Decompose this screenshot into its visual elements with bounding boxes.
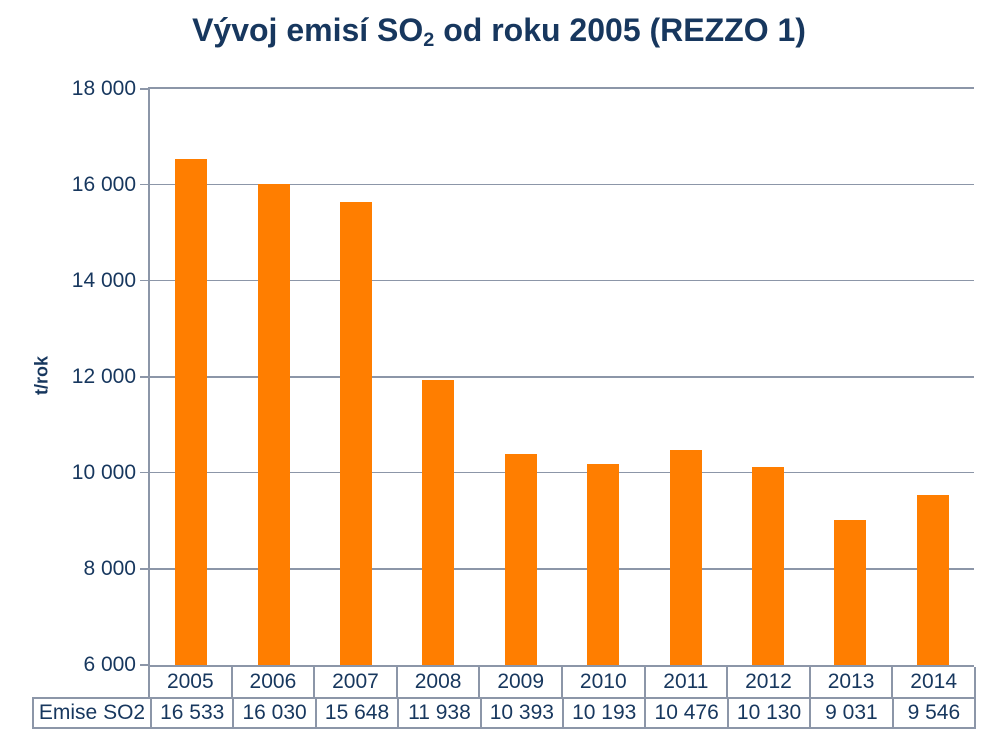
- value-cell: 10 393: [482, 699, 565, 727]
- bar: [752, 466, 784, 665]
- category-label-cell: 2005: [150, 667, 233, 697]
- y-axis-tick: [140, 568, 148, 570]
- value-cells: 16 533 16 030 15 648 11 938 10 393 10 193 10 4…: [152, 699, 974, 727]
- y-tick-label: 8 000: [83, 557, 136, 580]
- category-label-cell: 2006: [233, 667, 316, 697]
- category-label-cell: 2007: [315, 667, 398, 697]
- y-axis-tick: [140, 376, 148, 378]
- y-tick-label: 10 000: [71, 460, 136, 484]
- category-label-cell: 2011: [646, 667, 729, 697]
- bar-series: [150, 89, 974, 665]
- bar: [587, 463, 620, 665]
- category-label-cell: 2012: [728, 667, 811, 697]
- category-label-cell: 2008: [398, 667, 481, 697]
- value-cell: 16 030: [234, 699, 317, 727]
- y-axis-labels: 18 000 16 000 14 000 12 000 10 000 8 000 6 000: [0, 77, 136, 676]
- gridline: [150, 471, 974, 474]
- x-axis-category-row: 2005 2006 2007 2008 2009 2010 2011 2012 2013 2014: [148, 667, 976, 697]
- bar: [916, 494, 949, 665]
- value-cell: 11 938: [399, 699, 482, 727]
- bar: [504, 454, 537, 665]
- gridlines: [140, 88, 974, 666]
- chart-title: Vývoj emisí SO2 od roku 2005 (REZZO 1): [0, 12, 998, 51]
- bar: [669, 450, 702, 665]
- chart-title-subscript: 2: [423, 28, 435, 51]
- value-cell: 9 546: [907, 701, 961, 724]
- bar: [257, 183, 290, 665]
- y-axis-tick: [140, 471, 148, 474]
- value-cell: 16 533: [152, 699, 235, 727]
- category-label-cell: 2009: [480, 667, 563, 697]
- bar: [834, 519, 867, 665]
- value-cell: 10 130: [729, 699, 812, 727]
- bar: [422, 379, 455, 665]
- y-tick-label: 12 000: [71, 365, 136, 388]
- series-label-cell: Emise SO2: [34, 699, 152, 727]
- bar: [175, 159, 208, 665]
- value-cell: 15 648: [317, 699, 400, 727]
- bar: [340, 201, 372, 665]
- chart-title-suffix: od roku 2005 (REZZO 1): [434, 12, 806, 48]
- y-axis-tick: [140, 88, 148, 90]
- category-label-cell: 2013: [811, 667, 894, 697]
- value-cell: 10 476: [646, 699, 729, 727]
- y-axis-tick: [140, 183, 148, 186]
- gridline: [150, 568, 974, 570]
- data-table-row: Emise SO2 16 533 16 030 15 648 11 938 10 393…: [32, 697, 976, 729]
- gridline: [150, 183, 974, 186]
- category-label-cell: 2014: [910, 670, 957, 693]
- value-cell: 9 031: [811, 699, 894, 727]
- value-cell: 10 193: [564, 699, 647, 727]
- y-axis-tick: [140, 664, 148, 666]
- y-tick-label: 6 000: [83, 653, 136, 676]
- plot-area: [140, 87, 974, 667]
- gridline: [150, 376, 974, 378]
- y-tick-label: 18 000: [71, 77, 136, 100]
- y-tick-label: 16 000: [71, 172, 136, 196]
- gridline: [150, 279, 974, 282]
- y-axis-tick: [140, 279, 148, 282]
- chart-title-prefix: Vývoj emisí SO: [192, 12, 424, 48]
- category-label-cell: 2010: [563, 667, 646, 697]
- y-tick-label: 14 000: [71, 268, 136, 292]
